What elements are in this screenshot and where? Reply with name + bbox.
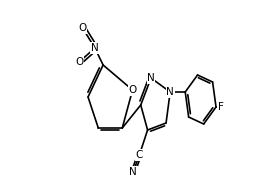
Text: N: N (147, 73, 155, 83)
Text: N: N (91, 43, 99, 53)
Text: F: F (218, 102, 224, 112)
Text: C: C (136, 150, 143, 160)
Text: O: O (128, 85, 137, 95)
Text: N: N (129, 167, 137, 177)
Text: O: O (78, 23, 87, 33)
Text: O: O (75, 57, 83, 67)
Text: N: N (166, 87, 174, 97)
